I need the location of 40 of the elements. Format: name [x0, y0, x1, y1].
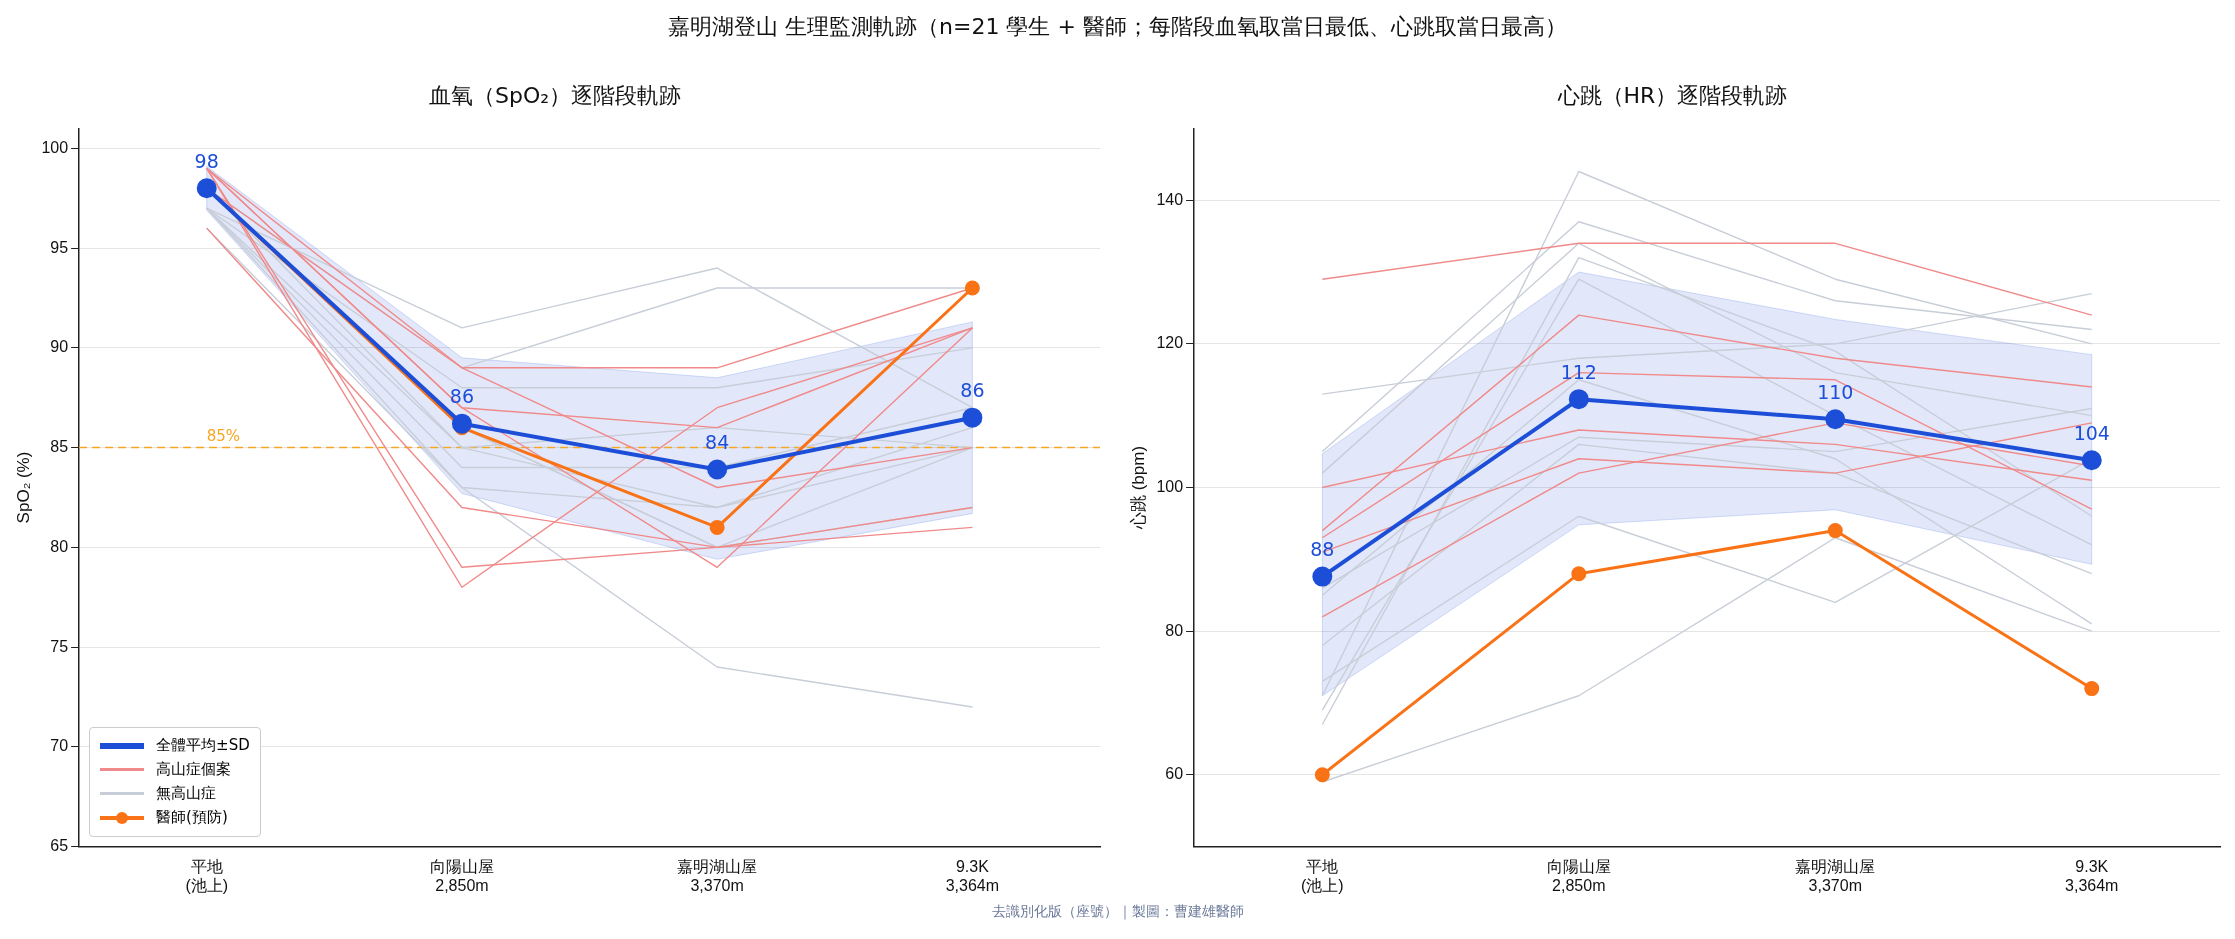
legend-label: 醫師(預防) — [156, 808, 228, 828]
data-label: 88 — [1310, 537, 1335, 560]
ref-line-label: 85% — [206, 426, 241, 445]
text: 嘉明湖登山 生理監測軌跡（n=21 學生 + 醫師；每階段血氧取當日最低、心跳取當日最高） — [668, 13, 1567, 41]
x-tick-label: 向陽山屋 2,850m — [1546, 857, 1611, 894]
data-label: 98 — [194, 149, 219, 172]
y-tick-label: 80 — [1165, 621, 1184, 639]
x-tick-label: 平地 (池上) — [1301, 857, 1344, 894]
y-tick-label: 100 — [41, 138, 69, 156]
y-tick-label: 80 — [50, 537, 69, 555]
y-axis-title: 心跳 (bpm) — [1128, 445, 1148, 531]
legend-label: 無高山症 — [156, 784, 217, 804]
chart-title: 心跳（HR）逐階段軌跡 — [1556, 82, 1788, 108]
y-tick-label: 70 — [50, 737, 69, 755]
legend-label: 全體平均±SD — [156, 736, 250, 756]
y-tick-label: 75 — [50, 637, 69, 655]
x-tick-label: 平地 (池上) — [185, 857, 229, 894]
data-label: 104 — [2073, 421, 2110, 444]
data-label: 112 — [1560, 360, 1597, 383]
x-tick-label: 9.3K 3,364m — [945, 857, 1000, 894]
chart-title: 血氧（SpO₂）逐階段軌跡 — [428, 82, 682, 108]
data-label: 84 — [705, 430, 730, 453]
data-label: 86 — [449, 385, 475, 408]
data-label: 86 — [960, 379, 985, 402]
x-tick-label: 9.3K 3,364m — [2065, 857, 2119, 894]
text: 去識別化版（座號）｜製圖：曹建雄醫師 — [990, 903, 1245, 921]
y-tick-label: 100 — [1156, 477, 1184, 495]
y-tick-label: 90 — [50, 338, 69, 356]
x-tick-label: 向陽山屋 2,850m — [429, 857, 494, 894]
legend-label: 高山症個案 — [156, 760, 232, 780]
y-tick-label: 60 — [1165, 765, 1184, 783]
y-tick-label: 120 — [1156, 334, 1184, 352]
y-axis-title: SpO₂ (%) — [13, 451, 33, 524]
y-tick-label: 140 — [1156, 190, 1184, 208]
y-tick-label: 95 — [50, 238, 69, 256]
x-tick-label: 嘉明湖山屋 3,370m — [1795, 857, 1876, 894]
data-label: 110 — [1817, 380, 1854, 403]
y-tick-label: 85 — [50, 438, 69, 456]
x-tick-label: 嘉明湖山屋 3,370m — [677, 857, 758, 894]
y-tick-label: 65 — [50, 837, 69, 855]
